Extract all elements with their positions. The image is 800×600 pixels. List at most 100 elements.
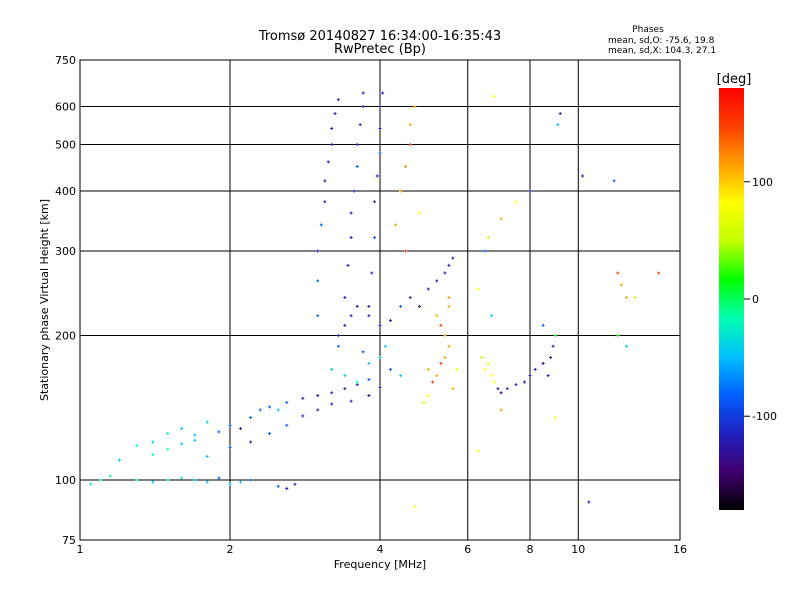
data-point: [378, 355, 382, 359]
data-point: [426, 394, 430, 398]
data-point: [505, 387, 509, 391]
data-point: [447, 344, 451, 348]
data-point: [403, 249, 407, 253]
data-point: [326, 160, 330, 164]
data-point: [217, 476, 221, 480]
data-point: [276, 484, 280, 488]
data-point: [352, 189, 356, 193]
data-point: [451, 387, 455, 391]
data-point: [151, 440, 155, 444]
data-point: [316, 249, 320, 253]
data-point: [381, 91, 385, 95]
data-point: [193, 438, 197, 442]
data-point: [528, 374, 532, 378]
data-point: [180, 442, 184, 446]
y-tick-label: 200: [55, 330, 76, 343]
data-point: [316, 408, 320, 412]
data-point: [193, 478, 197, 482]
data-point: [483, 367, 487, 371]
data-point: [499, 408, 503, 412]
data-point: [228, 423, 232, 427]
data-point: [205, 454, 209, 458]
data-point: [193, 433, 197, 437]
data-point: [426, 287, 430, 291]
data-point: [541, 361, 545, 365]
data-point: [343, 374, 347, 378]
data-point: [476, 449, 480, 453]
data-point: [447, 263, 451, 267]
data-point: [447, 296, 451, 300]
data-point: [378, 385, 382, 389]
colorbar-label: [deg]: [717, 72, 752, 87]
data-point: [619, 283, 623, 287]
colorbar-tick-label: 0: [752, 293, 759, 306]
data-point: [383, 344, 387, 348]
data-point: [447, 304, 451, 308]
data-point: [443, 355, 447, 359]
data-point: [408, 123, 412, 127]
data-point: [493, 380, 497, 384]
data-point: [370, 271, 374, 275]
data-point: [343, 296, 347, 300]
x-tick-label: 8: [527, 543, 534, 556]
data-point: [267, 432, 271, 436]
data-point: [417, 304, 421, 308]
data-point: [408, 143, 412, 147]
x-tick-label: 2: [227, 543, 234, 556]
data-point: [336, 344, 340, 348]
colorbar-tick-label: 100: [752, 176, 773, 189]
data-point: [367, 377, 371, 381]
y-tick-label: 600: [55, 101, 76, 114]
annotation-phases: Phases: [632, 25, 664, 35]
data-points: [89, 91, 661, 509]
data-point: [355, 380, 359, 384]
data-point: [135, 444, 139, 448]
data-point: [361, 350, 365, 354]
data-point: [267, 405, 271, 409]
data-point: [413, 505, 417, 509]
data-point: [330, 126, 334, 130]
data-point: [135, 478, 139, 482]
data-point: [166, 447, 170, 451]
colorbar: [deg] -100 0 100: [717, 72, 777, 510]
data-point: [249, 440, 253, 444]
annotation-mean-sd-x: mean, sd,X: 104.3, 27.1: [608, 46, 716, 56]
data-point: [349, 399, 353, 403]
x-tick-label: 10: [571, 543, 585, 556]
data-point: [355, 304, 359, 308]
data-point: [249, 478, 253, 482]
data-point: [258, 408, 262, 412]
y-tick-label: 750: [55, 54, 76, 67]
data-point: [490, 314, 494, 318]
data-point: [319, 223, 323, 227]
data-point: [330, 391, 334, 395]
data-point: [323, 179, 327, 183]
data-point: [399, 374, 403, 378]
data-point: [581, 174, 585, 178]
data-point: [301, 414, 305, 418]
data-point: [587, 500, 591, 504]
data-point: [367, 314, 371, 318]
data-point: [378, 151, 382, 155]
data-point: [399, 304, 403, 308]
data-point: [108, 474, 112, 478]
data-point: [166, 432, 170, 436]
y-tick-label: 500: [55, 139, 76, 152]
x-tick-label: 4: [377, 543, 384, 556]
x-axis: 1 2 4 6 8 10 16: [77, 543, 688, 556]
data-point: [616, 271, 620, 275]
data-point: [657, 271, 661, 275]
data-point: [514, 383, 518, 387]
data-point: [556, 123, 560, 127]
data-point: [217, 430, 221, 434]
data-point: [316, 314, 320, 318]
data-point: [625, 296, 629, 300]
data-point: [499, 217, 503, 221]
data-point: [480, 355, 484, 359]
data-point: [343, 323, 347, 327]
data-point: [151, 480, 155, 484]
data-point: [455, 367, 459, 371]
data-point: [336, 98, 340, 102]
data-point: [389, 318, 393, 322]
y-axis: 75 100 200 300 400 500 600 750: [55, 54, 76, 547]
